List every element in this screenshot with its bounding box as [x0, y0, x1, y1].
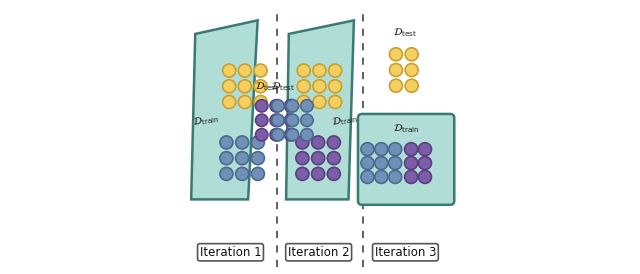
Circle shape	[419, 156, 431, 170]
Circle shape	[404, 143, 418, 156]
Polygon shape	[286, 20, 354, 199]
Text: Iteration 3: Iteration 3	[374, 246, 436, 259]
Text: $\mathcal{D}_{\rm test}$: $\mathcal{D}_{\rm test}$	[271, 81, 296, 93]
Circle shape	[286, 129, 299, 141]
Circle shape	[296, 167, 309, 180]
Text: $\mathcal{D}_{\rm test}$: $\mathcal{D}_{\rm test}$	[394, 26, 417, 39]
Circle shape	[389, 79, 403, 92]
Circle shape	[389, 64, 403, 76]
Circle shape	[327, 152, 340, 165]
Circle shape	[405, 79, 418, 92]
Circle shape	[220, 136, 233, 149]
Circle shape	[329, 64, 342, 77]
Circle shape	[388, 143, 402, 156]
Circle shape	[255, 129, 268, 141]
Circle shape	[361, 170, 374, 183]
Circle shape	[254, 64, 267, 77]
Circle shape	[284, 114, 297, 127]
Circle shape	[313, 96, 326, 109]
Circle shape	[236, 136, 249, 149]
Circle shape	[313, 64, 326, 77]
Circle shape	[375, 143, 388, 156]
Polygon shape	[191, 20, 258, 199]
Circle shape	[252, 152, 264, 165]
Circle shape	[375, 156, 388, 170]
Circle shape	[301, 129, 313, 141]
Circle shape	[301, 100, 313, 112]
Circle shape	[301, 114, 313, 127]
Circle shape	[404, 156, 418, 170]
Circle shape	[286, 114, 299, 127]
Circle shape	[270, 114, 282, 127]
Circle shape	[220, 167, 233, 180]
Text: $\mathcal{D}_{\rm train}$: $\mathcal{D}_{\rm train}$	[191, 112, 220, 129]
Circle shape	[223, 80, 236, 93]
Circle shape	[255, 114, 268, 127]
Circle shape	[272, 114, 284, 127]
Circle shape	[375, 170, 388, 183]
Circle shape	[284, 100, 297, 112]
Circle shape	[252, 167, 264, 180]
Circle shape	[313, 80, 326, 93]
Circle shape	[404, 170, 418, 183]
Circle shape	[312, 167, 324, 180]
Circle shape	[236, 152, 249, 165]
Circle shape	[270, 100, 282, 112]
Circle shape	[238, 96, 252, 109]
Circle shape	[312, 152, 324, 165]
Circle shape	[327, 167, 340, 180]
Circle shape	[254, 96, 267, 109]
Circle shape	[296, 152, 309, 165]
Circle shape	[252, 136, 264, 149]
Text: $\mathcal{D}_{\rm train}$: $\mathcal{D}_{\rm train}$	[393, 122, 420, 135]
Circle shape	[405, 64, 418, 76]
Circle shape	[284, 129, 297, 141]
Circle shape	[361, 156, 374, 170]
Circle shape	[270, 129, 282, 141]
Circle shape	[312, 136, 324, 149]
Circle shape	[405, 48, 418, 61]
Text: $\mathcal{D}_{\rm train}$: $\mathcal{D}_{\rm train}$	[331, 112, 359, 129]
Circle shape	[220, 152, 233, 165]
Circle shape	[361, 143, 374, 156]
Circle shape	[419, 143, 431, 156]
Circle shape	[223, 96, 236, 109]
FancyBboxPatch shape	[358, 114, 454, 205]
Circle shape	[296, 136, 309, 149]
Circle shape	[329, 96, 342, 109]
Circle shape	[238, 64, 252, 77]
Circle shape	[236, 167, 249, 180]
Circle shape	[254, 80, 267, 93]
Circle shape	[272, 100, 284, 112]
Circle shape	[297, 96, 310, 109]
Circle shape	[327, 136, 340, 149]
Circle shape	[389, 48, 403, 61]
Text: Iteration 2: Iteration 2	[288, 246, 349, 259]
Circle shape	[297, 80, 310, 93]
Circle shape	[388, 156, 402, 170]
Circle shape	[419, 170, 431, 183]
Circle shape	[272, 129, 284, 141]
Circle shape	[286, 100, 299, 112]
Circle shape	[329, 80, 342, 93]
Text: Iteration 1: Iteration 1	[200, 246, 261, 259]
Text: $\mathcal{D}_{\rm test}$: $\mathcal{D}_{\rm test}$	[255, 81, 279, 93]
Circle shape	[388, 170, 402, 183]
Circle shape	[223, 64, 236, 77]
Circle shape	[297, 64, 310, 77]
Circle shape	[238, 80, 252, 93]
Circle shape	[255, 100, 268, 112]
